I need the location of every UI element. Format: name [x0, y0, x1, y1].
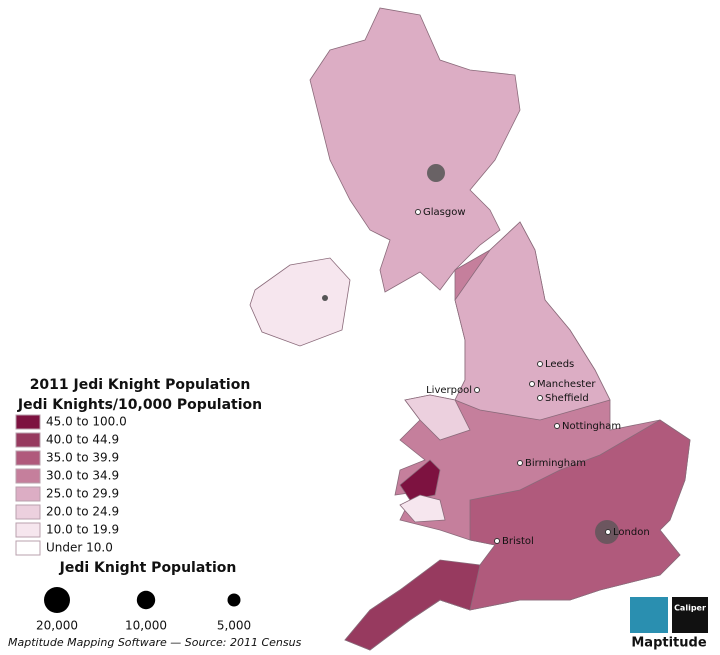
city-label: Glasgow [423, 207, 466, 218]
legend-swatch [15, 540, 41, 556]
legend-label: 30.0 to 34.9 [46, 469, 119, 483]
size-label: 10,000 [125, 619, 167, 633]
city-dot [537, 395, 543, 401]
legend-title: 2011 Jedi Knight Population [30, 377, 251, 393]
legend-label: Under 10.0 [46, 541, 113, 555]
city-dot [415, 209, 421, 215]
northern-ireland [249, 257, 351, 347]
city-label: Bristol [502, 536, 534, 547]
city-label: Birmingham [525, 458, 586, 469]
source: Maptitude Mapping Software — Source: 201… [8, 636, 302, 649]
legend-label: 40.0 to 44.9 [46, 433, 119, 447]
legend-label: 10.0 to 19.9 [46, 523, 119, 537]
legend-swatch [15, 504, 41, 520]
map [249, 7, 691, 651]
class-legend: 45.0 to 100.0 40.0 to 44.9 35.0 to 39.9 30.… [15, 414, 127, 556]
size-label: 5,000 [217, 619, 251, 633]
size-legend-title: Jedi Knight Population [59, 560, 237, 576]
city-label: Leeds [545, 359, 574, 370]
north-wales [404, 394, 471, 441]
city-dot [605, 529, 611, 535]
legend-swatch [15, 522, 41, 538]
south-wales [399, 494, 446, 523]
legend-swatch [15, 468, 41, 484]
city-label: Liverpool [426, 385, 472, 396]
city-dot [537, 361, 543, 367]
bubble [427, 164, 445, 182]
logo-name: Maptitude [631, 636, 706, 651]
city-label: London [613, 527, 650, 538]
legend-label: 45.0 to 100.0 [46, 415, 127, 429]
legend-subtitle: Jedi Knights/10,000 Population [17, 397, 262, 413]
city-label: Nottingham [562, 421, 621, 432]
scotland [309, 7, 521, 293]
size-circle [227, 593, 241, 607]
legend-swatch [15, 486, 41, 502]
legend-label: 20.0 to 24.9 [46, 505, 119, 519]
city-dot [474, 387, 480, 393]
logo-brand: Caliper [674, 604, 706, 613]
south-west [344, 559, 481, 651]
size-circle [136, 590, 156, 610]
city-dot [494, 538, 500, 544]
legend-label: 25.0 to 29.9 [46, 487, 119, 501]
legend-swatch [15, 414, 41, 430]
legend-label: 35.0 to 39.9 [46, 451, 119, 465]
west-wales [399, 459, 441, 501]
size-legend: 20,000 10,000 5,000 [36, 587, 251, 633]
city-label: Sheffield [545, 393, 589, 404]
north-england [454, 221, 611, 421]
city-labels: Glasgow Leeds Liverpool Manchester Sheffield… [415, 207, 650, 547]
size-label: 20,000 [36, 619, 78, 633]
legend-swatch [15, 450, 41, 466]
legend-swatch [15, 432, 41, 448]
city-dot [517, 460, 523, 466]
city-label: Manchester [537, 379, 596, 390]
logo-box [672, 597, 708, 633]
size-circle [44, 587, 70, 613]
city-dot [529, 381, 535, 387]
bubble [322, 295, 328, 301]
city-dot [554, 423, 560, 429]
logo-image [630, 597, 668, 633]
